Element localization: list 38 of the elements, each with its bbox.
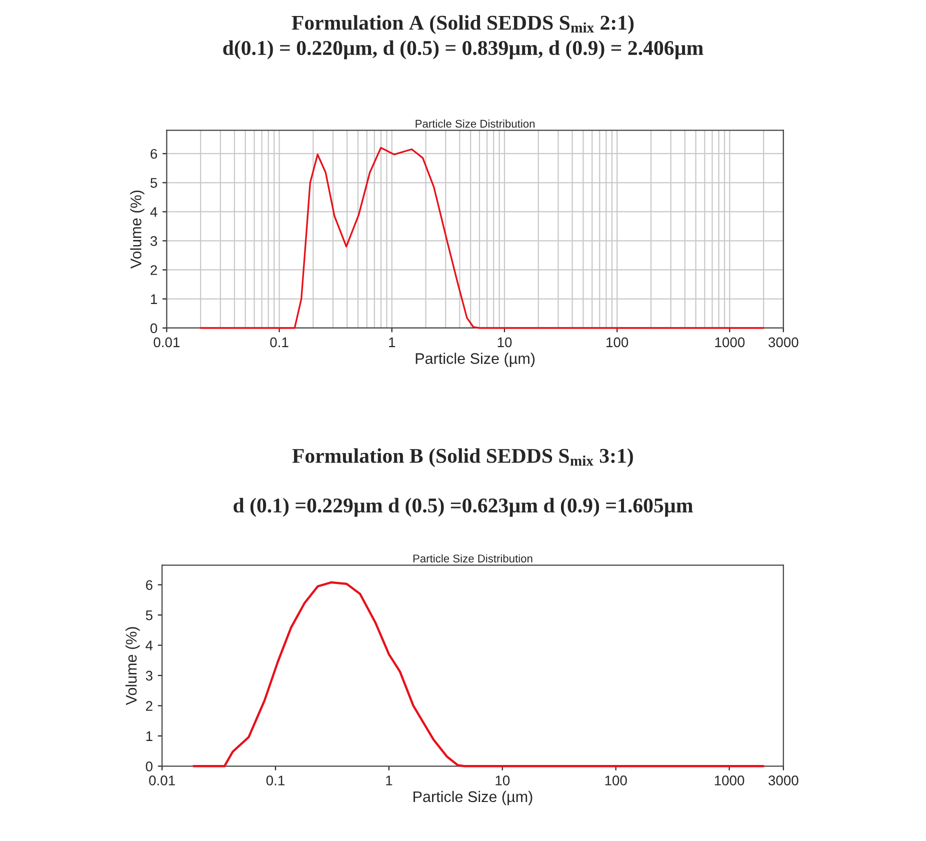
y-tick-label: 4 — [146, 640, 153, 650]
x-tick-label: 100 — [605, 776, 627, 786]
x-tick-label: 10 — [498, 337, 512, 348]
y-tick-label: 2 — [150, 265, 157, 275]
chart-subtitle: d (0.1) =0.229µm d (0.5) =0.623µm d (0.9) =1.605µm — [234, 498, 693, 517]
y-tick-label: 6 — [146, 580, 152, 590]
x-axis-title: Particle Size (µm) — [416, 352, 535, 367]
chart-title: Formulation B (Solid SEDDS S$_{mix}$ 3:1) — [292, 448, 633, 468]
x-tick-label: 100 — [606, 337, 628, 348]
x-tick-label: 1 — [389, 338, 396, 348]
x-tick-label: 0.01 — [149, 776, 175, 786]
x-tick-label: 3000 — [768, 776, 798, 786]
x-tick-label: 10 — [496, 776, 510, 786]
y-tick-label: 0 — [150, 323, 158, 334]
chart-title: Formulation A (Solid SEDDS S$_{mix}$ 2:1) — [292, 15, 634, 34]
x-tick-label: 0.1 — [266, 776, 284, 786]
y-tick-label: 5 — [146, 610, 152, 620]
text: Particle Size Distribution — [416, 120, 535, 128]
y-tick-label: 1 — [146, 731, 152, 741]
text: Particle Size Distribution — [413, 554, 532, 562]
y-tick-label: 2 — [146, 701, 152, 711]
y-tick-label: 4 — [150, 207, 158, 217]
x-tick-label: 1000 — [715, 337, 745, 348]
x-tick-label: 3000 — [768, 337, 798, 348]
x-axis-title: Particle Size (µm) — [414, 790, 532, 806]
chart-subtitle: d(0.1) = 0.220µm, d (0.5) = 0.839µm, d (0.9) = 2.406µm — [223, 40, 704, 60]
y-tick-label: 6 — [150, 148, 158, 159]
y-tick-label: 1 — [150, 294, 157, 304]
y-tick-label: 3 — [150, 236, 158, 246]
y-tick-label: 5 — [150, 178, 158, 188]
x-tick-label: 1 — [386, 776, 392, 786]
x-tick-label: 0.01 — [154, 337, 180, 348]
x-tick-label: 1000 — [714, 776, 744, 786]
x-tick-label: 0.1 — [270, 337, 288, 348]
y-tick-label: 3 — [146, 670, 152, 681]
y-tick-label: 0 — [146, 761, 152, 772]
y-axis-title: Volume (%) — [130, 190, 144, 269]
y-axis-title: Volume (%) — [126, 627, 140, 706]
